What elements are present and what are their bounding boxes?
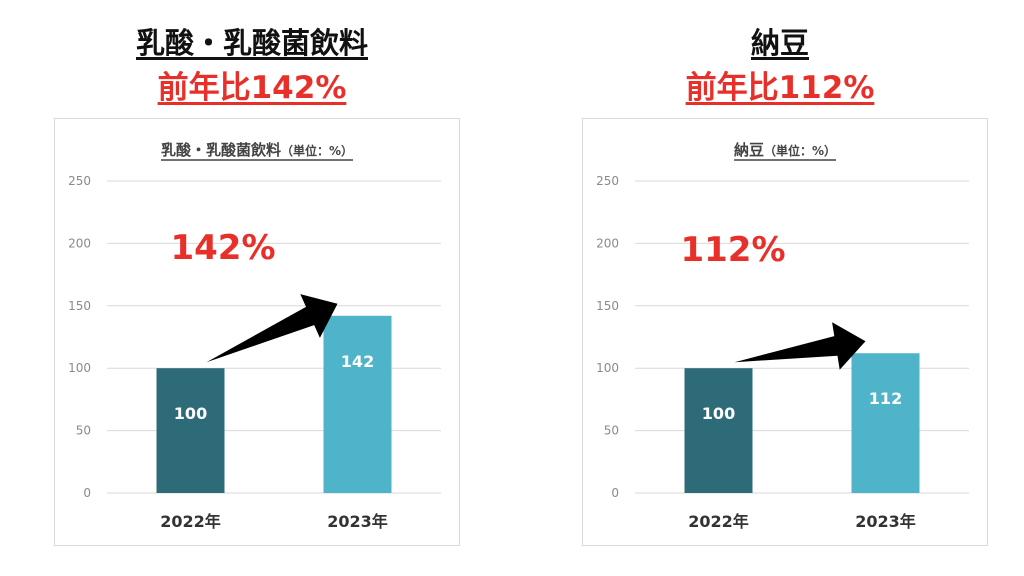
x-tick-label: 2023年: [855, 512, 916, 531]
bar-data-label: 112: [869, 389, 902, 408]
growth-arrow: [206, 294, 338, 363]
chart-title-main: 納豆: [734, 141, 764, 159]
headline-ratio: 前年比142%: [157, 70, 347, 106]
x-tick-label: 2022年: [688, 512, 749, 531]
bar: [156, 368, 225, 493]
bar: [851, 353, 920, 493]
y-tick-label: 200: [596, 236, 619, 250]
chart-title-unit: （単位：%）: [764, 143, 836, 158]
x-tick-label: 2022年: [160, 512, 221, 531]
y-tick-label: 100: [596, 361, 619, 375]
y-tick-label: 200: [68, 236, 91, 250]
headline-ratio: 前年比112%: [685, 70, 875, 106]
chart-title: 乳酸・乳酸菌飲料（単位：%）: [161, 141, 353, 159]
growth-annotation: 142%: [170, 228, 275, 268]
x-tick-label: 2023年: [327, 512, 388, 531]
bar: [684, 368, 753, 493]
y-tick-label: 0: [611, 486, 619, 500]
bar-data-label: 142: [341, 352, 374, 371]
headline-title: 納豆: [750, 26, 809, 60]
growth-annotation: 112%: [680, 230, 785, 270]
chart-panel-lactic: 乳酸・乳酸菌飲料 前年比142% 0 50 100 150 200 250 乳酸・乳酸菌飲…: [42, 0, 462, 576]
bar-chart: 0 50 100 150 200 250 乳酸・乳酸菌飲料（単位：%） 142% 100 2…: [68, 141, 441, 531]
y-tick-label: 50: [76, 424, 91, 438]
chart-box: 0 50 100 150 200 250 乳酸・乳酸菌飲料（単位：%） 142% 100 2…: [54, 118, 460, 546]
bar-chart: 0 50 100 150 200 250 納豆（単位：%） 112% 100 2022年 11…: [596, 141, 969, 531]
y-tick-label: 150: [596, 299, 619, 313]
bar-data-label: 100: [702, 404, 735, 423]
y-tick-label: 150: [68, 299, 91, 313]
chart-panel-natto: 納豆 前年比112% 0 50 100 150 200 250 納豆（単位：%） 112%…: [570, 0, 990, 576]
y-tick-label: 100: [68, 361, 91, 375]
headline-title: 乳酸・乳酸菌飲料: [135, 26, 368, 60]
bar: [323, 315, 392, 493]
y-tick-label: 50: [604, 424, 619, 438]
chart-title: 納豆（単位：%）: [734, 141, 836, 159]
chart-title-unit: （単位：%）: [281, 143, 353, 158]
bar-data-label: 100: [174, 404, 207, 423]
y-tick-label: 250: [68, 174, 91, 188]
y-tick-label: 0: [83, 486, 91, 500]
growth-arrow: [734, 322, 866, 370]
y-tick-label: 250: [596, 174, 619, 188]
chart-box: 0 50 100 150 200 250 納豆（単位：%） 112% 100 2022年 11…: [582, 118, 988, 546]
chart-title-main: 乳酸・乳酸菌飲料: [161, 141, 281, 159]
